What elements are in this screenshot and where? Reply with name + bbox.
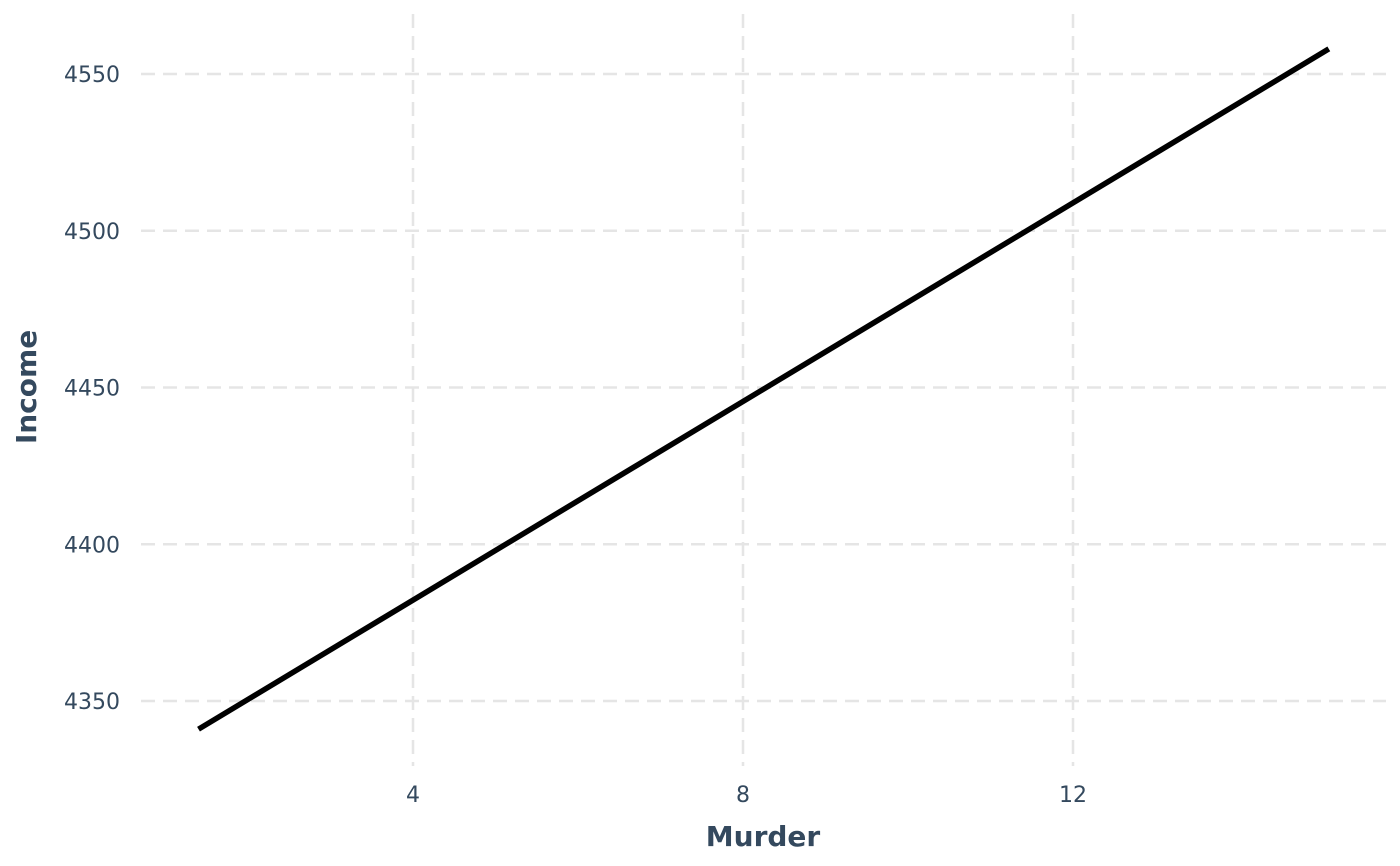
series-layer — [197, 46, 1331, 732]
x-tick-label: 8 — [736, 783, 750, 808]
series-line — [197, 46, 1331, 732]
y-tick-label: 4350 — [64, 690, 120, 715]
x-tick-label: 4 — [406, 783, 420, 808]
y-tick-label: 4550 — [64, 63, 120, 88]
y-tick-label: 4450 — [64, 377, 120, 402]
y-axis-title: Income — [10, 330, 43, 444]
y-tick-label: 4400 — [64, 533, 120, 558]
x-axis-ticks: 4 8 12 — [406, 783, 1087, 808]
x-axis-title: Murder — [706, 820, 821, 853]
y-tick-label: 4500 — [64, 220, 120, 245]
y-axis-ticks: 4350 4400 4450 4500 4550 — [64, 63, 120, 715]
x-tick-label: 12 — [1059, 783, 1087, 808]
